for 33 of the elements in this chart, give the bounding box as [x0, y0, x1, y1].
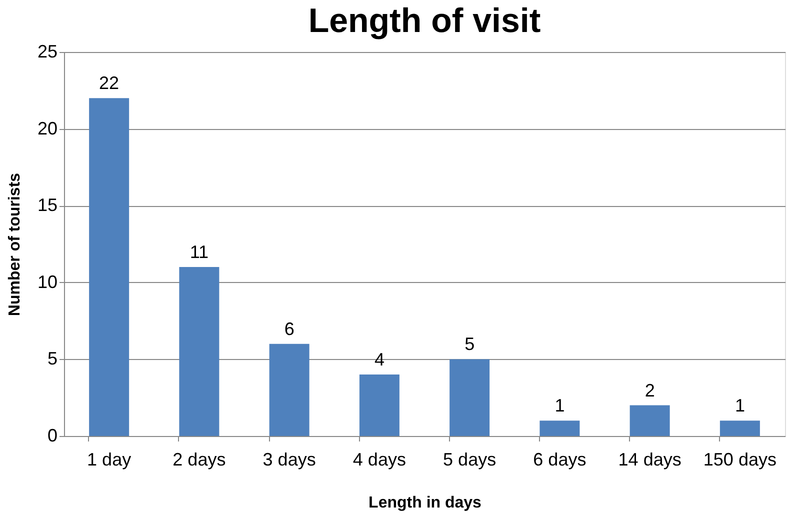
x-axis-title: Length in days [368, 494, 482, 512]
y-axis-title: Number of tourists [6, 172, 24, 316]
data-label: 1 [554, 396, 565, 416]
data-label: 6 [284, 318, 294, 339]
data-label: 5 [464, 334, 475, 354]
x-tick-label: 4 days [352, 450, 406, 470]
x-tick-label: 2 days [172, 450, 226, 470]
bar [540, 420, 580, 436]
y-tick-label: 20 [37, 118, 58, 138]
x-tick-label: 5 days [443, 450, 496, 470]
bar [630, 405, 670, 436]
data-label: 2 [644, 380, 655, 400]
data-label: 4 [374, 350, 384, 370]
x-tick-label: 6 days [533, 450, 586, 470]
bar [269, 344, 310, 436]
y-tick-label: 25 [37, 42, 58, 62]
bar [179, 267, 220, 436]
bar [89, 98, 130, 436]
y-tick-label: 5 [47, 348, 58, 369]
bar [720, 420, 760, 436]
data-label: 22 [99, 73, 120, 94]
x-tick-label: 3 days [262, 450, 316, 470]
x-tick-label: 150 days [703, 450, 776, 470]
x-tick-label: 14 days [618, 450, 682, 470]
y-tick-label: 0 [47, 426, 58, 446]
data-label: 11 [190, 242, 209, 262]
bar [450, 359, 490, 436]
y-tick-label: 10 [37, 272, 58, 292]
x-tick-label: 1 day [87, 450, 132, 470]
chart-title: Length of visit [308, 2, 541, 40]
bar [359, 374, 400, 436]
data-label: 1 [734, 396, 745, 416]
y-tick-label: 15 [37, 195, 58, 216]
